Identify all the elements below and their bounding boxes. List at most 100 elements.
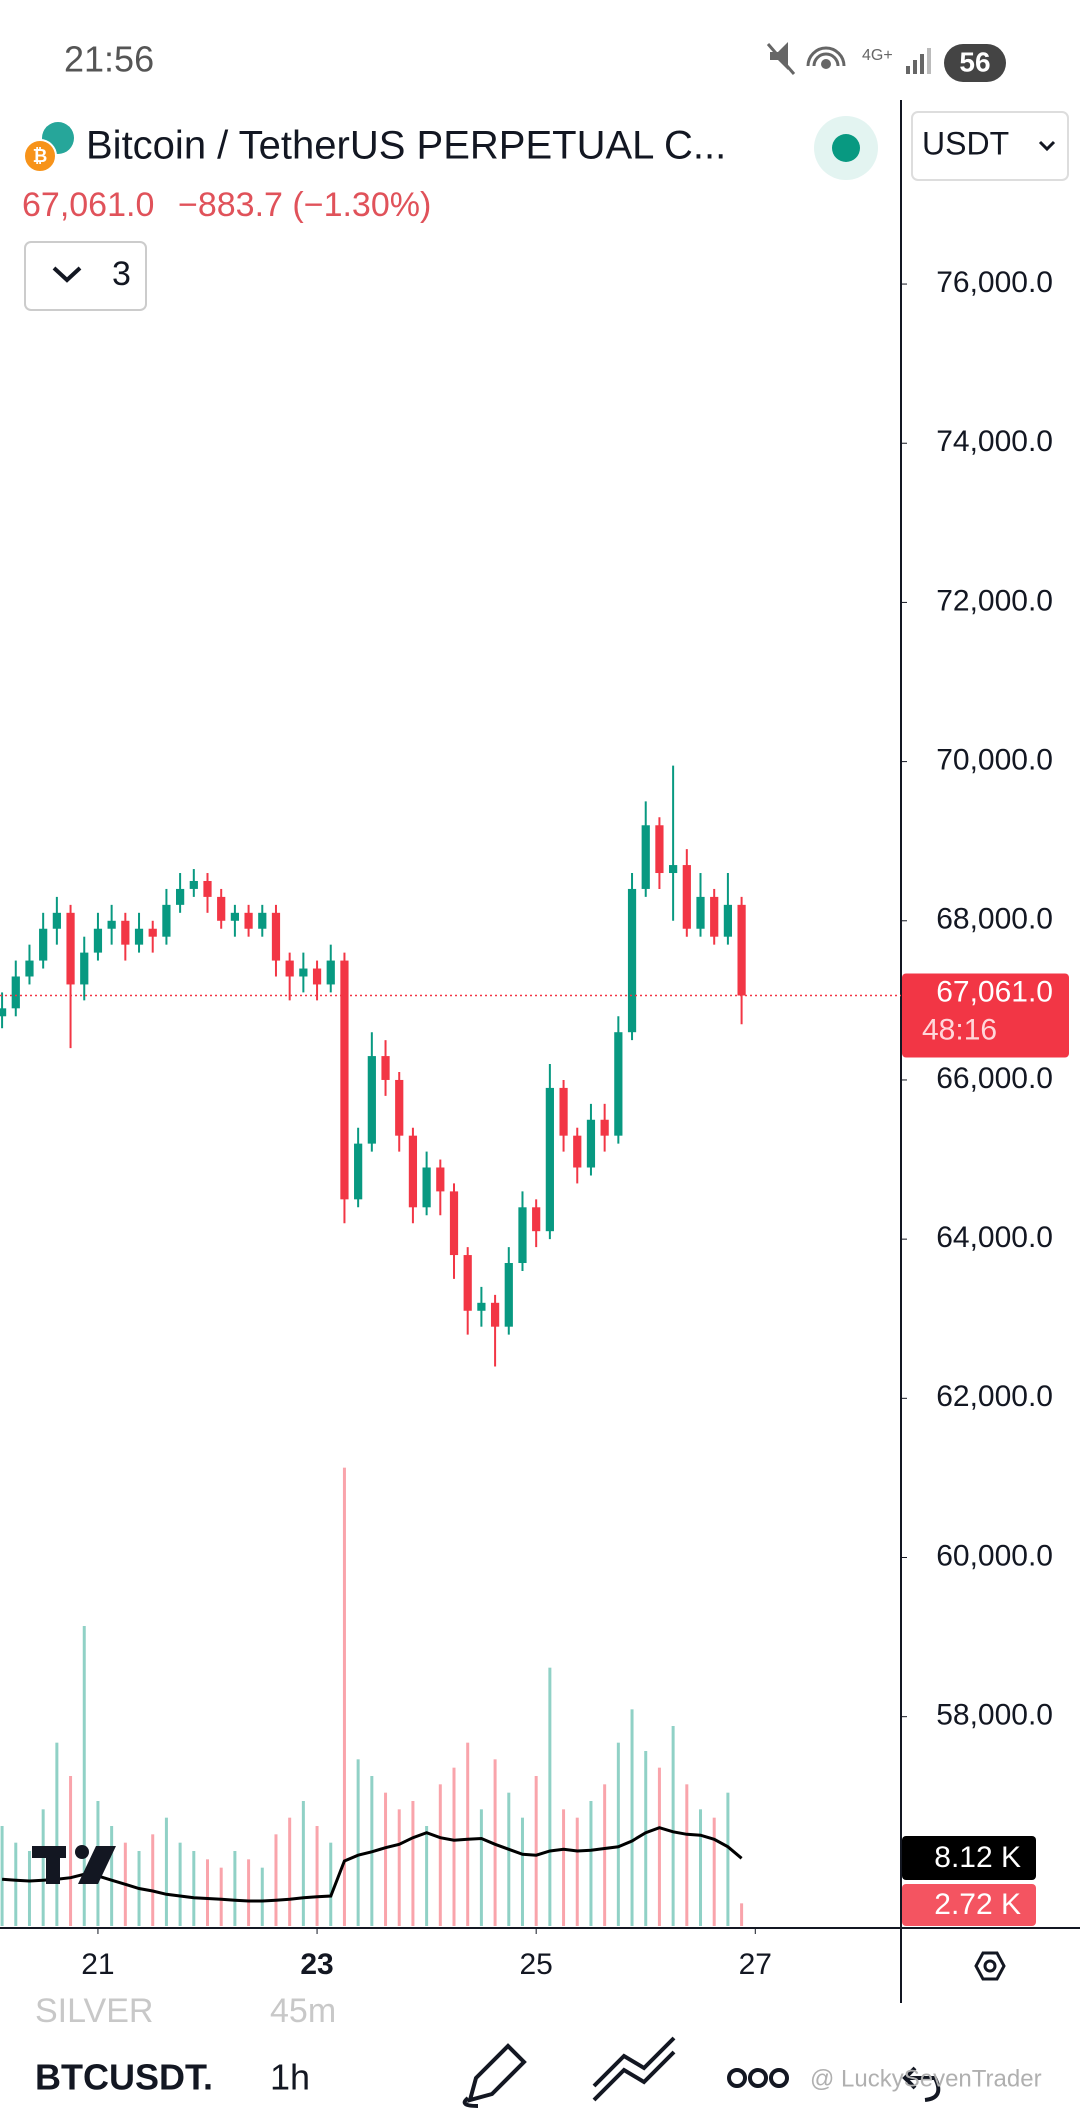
y-tick-label: 66,000.0 bbox=[936, 1062, 1053, 1095]
y-tick-label: 64,000.0 bbox=[936, 1221, 1053, 1254]
volume-bar bbox=[233, 1851, 237, 1926]
candle-body bbox=[449, 1191, 459, 1256]
candle-body bbox=[669, 865, 678, 874]
candle-body bbox=[627, 888, 637, 1033]
y-tick-label: 70,000.0 bbox=[936, 744, 1053, 777]
candle-body bbox=[586, 1119, 596, 1168]
candle-body bbox=[176, 888, 185, 905]
symbol-logo: ₿ bbox=[23, 122, 74, 173]
volume-bar bbox=[41, 1809, 45, 1926]
volume-bar bbox=[507, 1792, 511, 1926]
volume-bar bbox=[247, 1859, 251, 1926]
candle-body bbox=[614, 1032, 623, 1136]
candle-body bbox=[39, 928, 48, 961]
faded-symbol: SILVER bbox=[35, 1992, 153, 2030]
candle-body bbox=[203, 880, 212, 897]
volume-label: 2.72 K bbox=[934, 1888, 1021, 1921]
volume-tag bbox=[902, 1884, 1036, 1926]
interval-button[interactable]: 1h bbox=[270, 2057, 310, 2098]
last-price: 67,061.0 bbox=[22, 186, 154, 224]
symbol-title[interactable]: Bitcoin / TetherUS PERPETUAL C... bbox=[86, 124, 726, 168]
y-tick-label: 72,000.0 bbox=[936, 584, 1053, 617]
candle-body bbox=[107, 920, 116, 929]
battery-level: 56 bbox=[959, 46, 990, 77]
y-tick-label: 60,000.0 bbox=[936, 1539, 1053, 1572]
volume-ma-tag bbox=[902, 1836, 1036, 1880]
candle-body bbox=[271, 912, 281, 961]
y-tick-label: 58,000.0 bbox=[936, 1699, 1053, 1732]
candle-body bbox=[573, 1135, 582, 1168]
tradingview-logo bbox=[32, 1845, 116, 1884]
candle-body bbox=[477, 1302, 486, 1311]
toolbar-icons[interactable] bbox=[462, 2036, 941, 2108]
y-tick-label: 62,000.0 bbox=[936, 1380, 1053, 1413]
currency-chevron bbox=[1038, 140, 1056, 152]
candle-body bbox=[682, 865, 691, 929]
volume-bar bbox=[274, 1834, 278, 1926]
volume-bar bbox=[671, 1726, 675, 1926]
watermark: @ LuckySevenTrader bbox=[810, 2065, 1042, 2092]
volume-bar bbox=[657, 1767, 661, 1926]
volume-bar bbox=[466, 1742, 470, 1926]
candle-body bbox=[696, 896, 705, 929]
candle-body bbox=[217, 896, 226, 921]
candle-body bbox=[532, 1207, 541, 1232]
svg-text:₿: ₿ bbox=[33, 146, 48, 166]
candle-body bbox=[66, 912, 75, 985]
settings-button[interactable] bbox=[974, 1951, 1006, 1981]
volume-bar bbox=[562, 1809, 566, 1926]
volume-bar bbox=[82, 1626, 86, 1926]
candle-body bbox=[80, 952, 89, 985]
volume-bar bbox=[616, 1742, 620, 1926]
candle-body bbox=[230, 912, 239, 921]
last-price-tag bbox=[902, 973, 1069, 1058]
volume-bar bbox=[69, 1776, 73, 1926]
bar-countdown: 48:16 bbox=[922, 1013, 997, 1046]
indicators-toggle[interactable] bbox=[24, 241, 147, 311]
volume-bar bbox=[110, 1826, 114, 1926]
candle-body bbox=[121, 920, 130, 945]
volume-bar bbox=[315, 1826, 319, 1926]
market-status-dot bbox=[832, 134, 860, 162]
volume-bar bbox=[520, 1817, 524, 1926]
x-tick-label: 27 bbox=[739, 1948, 772, 1981]
volume-bar bbox=[493, 1759, 497, 1926]
x-tick-label: 23 bbox=[300, 1948, 333, 1981]
svg-text:4G+: 4G+ bbox=[862, 47, 893, 64]
x-tick-label: 21 bbox=[81, 1948, 114, 1981]
volume-bar bbox=[192, 1851, 196, 1926]
volume-bar bbox=[288, 1817, 292, 1926]
candle-body bbox=[422, 1167, 431, 1208]
candle-body bbox=[381, 1056, 390, 1080]
volume-bar bbox=[260, 1867, 264, 1926]
volume-bar bbox=[603, 1784, 607, 1926]
volume-bar bbox=[740, 1903, 744, 1926]
volume-bar bbox=[151, 1834, 155, 1926]
volume-bar bbox=[356, 1759, 360, 1926]
faded-interval: 45m bbox=[270, 1992, 336, 2030]
volume-bar bbox=[342, 1467, 346, 1926]
candle-body bbox=[641, 825, 650, 889]
volume-ma-line bbox=[2, 1826, 743, 1903]
volume-bar bbox=[452, 1767, 456, 1926]
candle-body bbox=[600, 1119, 609, 1136]
volume-bar bbox=[425, 1826, 429, 1926]
volume-bar bbox=[575, 1817, 579, 1926]
last-price-label: 67,061.0 bbox=[936, 975, 1053, 1008]
status-time: 21:56 bbox=[64, 39, 154, 80]
candle-body bbox=[25, 960, 34, 977]
candle-body bbox=[655, 825, 664, 874]
symbol-button[interactable]: BTCUSDT. bbox=[35, 2057, 213, 2098]
volume-bar bbox=[438, 1784, 442, 1926]
candle-body bbox=[710, 896, 719, 937]
candle-body bbox=[93, 928, 103, 953]
candle-body bbox=[354, 1143, 363, 1200]
currency-select[interactable] bbox=[911, 111, 1069, 181]
volume-bar bbox=[27, 1851, 31, 1926]
candle-body bbox=[11, 976, 20, 1009]
x-tick-label: 25 bbox=[519, 1948, 552, 1981]
volume-bar bbox=[0, 1826, 4, 1926]
candle-body bbox=[52, 912, 61, 929]
